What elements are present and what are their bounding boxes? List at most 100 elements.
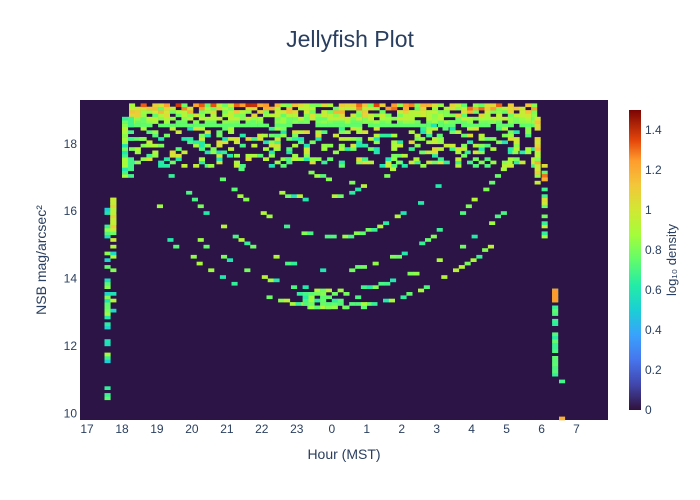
heatmap-cell	[367, 116, 374, 121]
heatmap-cell	[501, 116, 508, 121]
heatmap-cell	[122, 140, 129, 145]
heatmap-cell	[385, 106, 392, 111]
heatmap-cell	[250, 120, 257, 124]
heatmap-cell	[257, 120, 264, 124]
heatmap-cell	[426, 113, 433, 118]
heatmap-cell	[356, 140, 363, 145]
heatmap-cell	[245, 106, 252, 111]
heatmap-cell	[432, 147, 439, 151]
heatmap-cell	[245, 103, 252, 108]
heatmap-cell	[251, 137, 258, 141]
heatmap-cell	[501, 133, 508, 138]
heatmap-cell	[268, 140, 275, 145]
heatmap-cell	[391, 106, 398, 111]
heatmap-cell	[461, 103, 468, 108]
heatmap-cell	[296, 194, 303, 198]
heatmap-cell	[426, 126, 433, 131]
heatmap-cell	[559, 416, 566, 421]
heatmap-cell	[268, 106, 275, 111]
heatmap-cell	[478, 133, 485, 138]
heatmap-cell	[134, 150, 141, 155]
heatmap-cell	[455, 113, 462, 118]
heatmap-cell	[280, 157, 287, 161]
heatmap-cell	[187, 106, 194, 111]
heatmap-cell	[204, 110, 211, 114]
heatmap-cell	[432, 103, 439, 108]
heatmap-cell	[239, 143, 246, 148]
heatmap-cell	[395, 254, 402, 259]
heatmap-cell	[233, 116, 240, 121]
heatmap-cell	[198, 143, 205, 148]
heatmap-cell	[531, 123, 538, 128]
heatmap-cell	[303, 120, 310, 124]
heatmap-cell	[391, 116, 398, 121]
heatmap-cell	[198, 157, 205, 161]
heatmap-cell	[360, 305, 367, 310]
heatmap-cell	[129, 110, 136, 114]
colorbar-tick-label: 0.8	[645, 243, 662, 257]
heatmap-cell	[478, 137, 485, 141]
heatmap-cell	[455, 157, 462, 161]
heatmap-cell	[169, 150, 176, 155]
heatmap-cell	[140, 120, 147, 124]
heatmap-cell	[321, 130, 328, 134]
heatmap-cell	[437, 120, 444, 124]
heatmap-cell	[280, 103, 287, 108]
heatmap-cell	[216, 150, 223, 155]
heatmap-cell	[204, 123, 211, 128]
heatmap-cell	[343, 305, 350, 310]
heatmap-cell	[437, 147, 444, 151]
heatmap-cell	[222, 120, 229, 124]
colorbar-tick-label: 0.4	[645, 323, 662, 337]
heatmap-cell	[360, 285, 367, 289]
heatmap-cell	[320, 292, 327, 296]
heatmap-cell	[274, 137, 281, 141]
heatmap-cell	[286, 106, 293, 111]
heatmap-cell	[476, 254, 483, 259]
heatmap-cell	[163, 106, 170, 111]
heatmap-cell	[228, 103, 235, 108]
heatmap-cell	[175, 103, 182, 108]
heatmap-cell	[301, 231, 308, 236]
heatmap-cell	[362, 116, 369, 121]
heatmap-cell	[432, 113, 439, 118]
heatmap-cell	[338, 147, 345, 151]
heatmap-cell	[216, 160, 223, 165]
heatmap-cell	[140, 103, 147, 108]
heatmap-cell	[350, 103, 357, 108]
heatmap-cell	[181, 116, 188, 121]
heatmap-cell	[245, 137, 252, 141]
heatmap-cell	[478, 143, 485, 148]
heatmap-cell	[414, 113, 421, 118]
heatmap-cell	[210, 123, 217, 128]
heatmap-cell	[110, 254, 117, 259]
heatmap-cell	[280, 110, 287, 114]
heatmap-cell	[193, 123, 200, 128]
heatmap-cell	[432, 140, 439, 145]
heatmap-cell	[239, 113, 246, 118]
heatmap-cell	[324, 234, 331, 239]
heatmap-cell	[274, 123, 281, 128]
heatmap-cell	[478, 120, 485, 124]
heatmap-cell	[193, 103, 200, 108]
heatmap-cell	[379, 103, 386, 108]
heatmap-cell	[219, 275, 226, 279]
heatmap-cell	[496, 110, 503, 114]
heatmap-cell	[419, 150, 426, 155]
heatmap-cell	[350, 113, 357, 118]
heatmap-cell	[140, 126, 147, 131]
heatmap-cell	[372, 285, 379, 289]
x-tick-label: 3	[433, 422, 440, 436]
heatmap-cell	[181, 103, 188, 108]
heatmap-cell	[356, 143, 363, 148]
heatmap-cell	[534, 153, 541, 158]
heatmap-cell	[204, 150, 211, 155]
heatmap-cell	[338, 164, 345, 168]
heatmap-cell	[175, 110, 182, 114]
heatmap-cell	[513, 130, 520, 134]
heatmap-cell	[355, 265, 362, 269]
heatmap-cell	[263, 113, 270, 118]
heatmap-cell	[355, 187, 362, 192]
heatmap-cell	[268, 143, 275, 148]
heatmap-cell	[284, 298, 291, 303]
